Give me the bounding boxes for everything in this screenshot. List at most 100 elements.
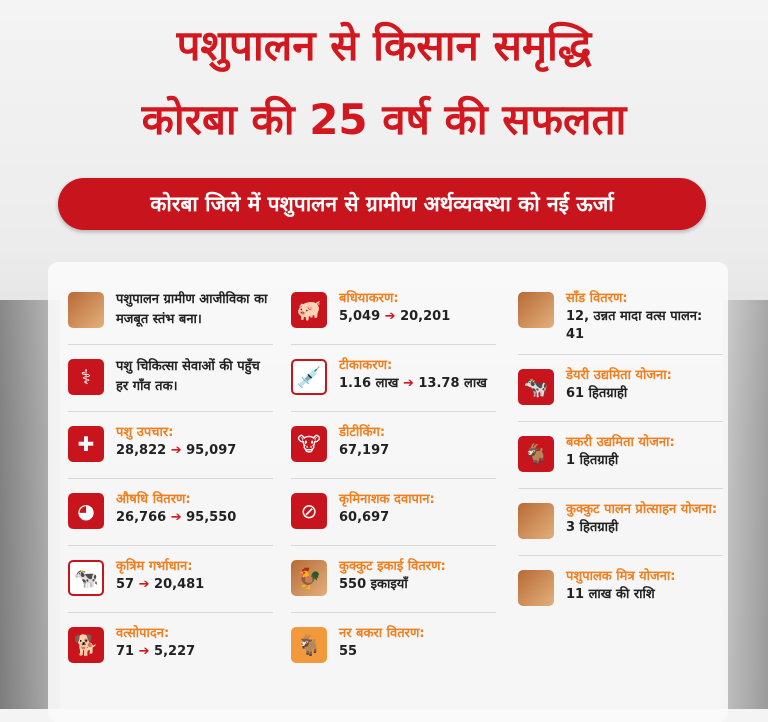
stat-body: कृमिनाशक दवापान: 60,697 <box>339 491 435 535</box>
stat-value: 60,697 <box>339 510 390 525</box>
stat-label: टीकाकरण: <box>339 358 393 373</box>
stat-label: डीटीकिंग: <box>339 425 386 440</box>
stat-description: पशु चिकित्सा सेवाओं की पहुँच हर गाँव तक। <box>116 359 260 394</box>
stat-value: 1.16 लाख ➔ 13.78 लाख <box>339 375 487 393</box>
stat-from: 28,822 <box>116 443 167 458</box>
arrow-right-icon: ➔ <box>166 510 187 525</box>
stat-label: नर बकरा वितरण: <box>339 626 425 641</box>
stat-body: पशुपालन ग्रामीण आजीविका का मजबूत स्तंभ ब… <box>116 290 273 334</box>
stat-label: डेयरी उद्यमिता योजना: <box>566 368 672 383</box>
vaccination-icon: 💉 <box>291 359 327 395</box>
poultry-farm-photo-icon <box>518 503 554 539</box>
stat-body: पशु उपचार: 28,822 ➔ 95,097 <box>116 424 236 468</box>
stat-value: 71 ➔ 5,227 <box>116 643 195 661</box>
stat-to: 95,097 <box>186 443 237 458</box>
arrow-right-icon: ➔ <box>166 443 187 458</box>
subtitle-banner: कोरबा जिले में पशुपालन से ग्रामीण अर्थव्… <box>58 178 706 230</box>
stat-label: पशुपालक मित्र योजना: <box>566 569 676 584</box>
bull-photo-icon <box>518 292 554 328</box>
deworming-tablets-icon: ⊘ <box>291 493 327 529</box>
stat-body: बकरी उद्यमिता योजना: 1 हितग्राही <box>566 434 675 478</box>
stat-label: बकरी उद्यमिता योजना: <box>566 435 675 450</box>
stat-to: 13.78 लाख <box>418 376 487 391</box>
stat-body: नर बकरा वितरण: 55 <box>339 625 425 669</box>
stat-to: 20,201 <box>400 309 451 324</box>
stat-value: 1 हितग्राही <box>566 453 619 468</box>
veterinarian-icon: ⚕ <box>68 359 104 395</box>
stat-item: साँड वितरण: 12, उन्नत मादा वत्स पालन: 41 <box>518 284 723 355</box>
stat-from: 1.16 लाख <box>339 376 399 391</box>
stat-from: 57 <box>116 577 135 592</box>
stat-body: कृत्रिम गर्भाधान: 57 ➔ 20,481 <box>116 558 204 602</box>
stat-value: 57 ➔ 20,481 <box>116 576 204 594</box>
stat-to: 5,227 <box>154 644 196 659</box>
stat-from: 71 <box>116 644 135 659</box>
stat-to: 20,481 <box>154 577 205 592</box>
column-2: 🐖 बधियाकरण: 5,049 ➔ 20,201 💉 टीकाकरण: 1.16 ला… <box>291 284 496 685</box>
stat-from: 26,766 <box>116 510 167 525</box>
column-1: पशुपालन ग्रामीण आजीविका का मजबूत स्तंभ ब… <box>68 284 273 685</box>
stat-label: वत्सोपादन: <box>116 626 170 641</box>
pig-icon: 🐖 <box>291 292 327 328</box>
stat-body: कुक्कुट इकाई वितरण: 550 इकाइयाँ <box>339 558 446 602</box>
stat-item: 🐄 कृत्रिम गर्भाधान: 57 ➔ 20,481 <box>68 552 273 613</box>
stat-value: 11 लाख की राशि <box>566 587 655 602</box>
stat-label: कृत्रिम गर्भाधान: <box>116 559 193 574</box>
stat-body: डेयरी उद्यमिता योजना: 61 हितग्राही <box>566 367 672 411</box>
stat-value: 55 <box>339 644 358 659</box>
stat-item: ⚕ पशु चिकित्सा सेवाओं की पहुँच हर गाँव तक… <box>68 351 273 412</box>
stat-label: कुक्कुट इकाई वितरण: <box>339 559 446 574</box>
stat-item: कुक्कुट पालन प्रोत्साहन योजना: 3 हितग्राह… <box>518 495 723 556</box>
rooster-photo-icon: 🐓 <box>291 560 327 596</box>
bull-head-icon: 🐮 <box>291 426 327 462</box>
stat-body: वत्सोपादन: 71 ➔ 5,227 <box>116 625 195 669</box>
stat-item: 🐐 नर बकरा वितरण: 55 <box>291 619 496 679</box>
stat-value: 12, उन्नत मादा वत्स पालन: 41 <box>566 309 703 342</box>
stat-body: औषधि वितरण: 26,766 ➔ 95,550 <box>116 491 236 535</box>
stat-label: औषधि वितरण: <box>116 492 191 507</box>
stats-card: पशुपालन ग्रामीण आजीविका का मजबूत स्तंभ ब… <box>48 262 728 722</box>
stat-item: 🐐 बकरी उद्यमिता योजना: 1 हितग्राही <box>518 428 723 489</box>
title-line-2: कोरबा की 25 वर्ष की सफलता <box>141 95 627 144</box>
calf-icon: 🐕 <box>68 627 104 663</box>
stat-value: 26,766 ➔ 95,550 <box>116 509 236 527</box>
stat-item: 💉 टीकाकरण: 1.16 लाख ➔ 13.78 लाख <box>291 351 496 412</box>
cow-icon: 🐄 <box>68 560 104 596</box>
stat-body: डीटीकिंग: 67,197 <box>339 424 389 468</box>
stat-value: 61 हितग्राही <box>566 386 628 401</box>
stat-item: 🐓 कुक्कुट इकाई वितरण: 550 इकाइयाँ <box>291 552 496 613</box>
stat-label: कृमिनाशक दवापान: <box>339 492 435 507</box>
stat-item: ✚ पशु उपचार: 28,822 ➔ 95,097 <box>68 418 273 479</box>
background-shed-image <box>723 300 768 709</box>
stat-label: साँड वितरण: <box>566 291 628 306</box>
stat-body: पशुपालक मित्र योजना: 11 लाख की राशि <box>566 568 675 612</box>
stat-value: 5,049 ➔ 20,201 <box>339 308 450 326</box>
stat-item: 🐖 बधियाकरण: 5,049 ➔ 20,201 <box>291 284 496 345</box>
cattle-photo-icon <box>68 292 104 328</box>
stat-body: कुक्कुट पालन प्रोत्साहन योजना: 3 हितग्राह… <box>566 501 717 545</box>
stat-item: 🐄 डेयरी उद्यमिता योजना: 61 हितग्राही <box>518 361 723 422</box>
stat-to: 95,550 <box>186 510 237 525</box>
stat-item: ⊘ कृमिनाशक दवापान: 60,697 <box>291 485 496 546</box>
stat-item: पशुपालक मित्र योजना: 11 लाख की राशि <box>518 562 723 622</box>
pills-icon: ◕ <box>68 493 104 529</box>
stat-value: 28,822 ➔ 95,097 <box>116 442 236 460</box>
stat-label: पशु उपचार: <box>116 425 174 440</box>
goat-photo-icon: 🐐 <box>291 627 327 663</box>
arrow-right-icon: ➔ <box>134 577 155 592</box>
stat-label: बधियाकरण: <box>339 291 399 306</box>
stat-body: पशु चिकित्सा सेवाओं की पहुँच हर गाँव तक। <box>116 357 273 401</box>
stat-item: 🐕 वत्सोपादन: 71 ➔ 5,227 <box>68 619 273 679</box>
arrow-right-icon: ➔ <box>134 644 155 659</box>
arrow-right-icon: ➔ <box>380 309 401 324</box>
stat-value: 67,197 <box>339 443 390 458</box>
column-3: साँड वितरण: 12, उन्नत मादा वत्स पालन: 41 🐄… <box>518 284 723 628</box>
farmer-photo-icon <box>518 570 554 606</box>
stat-value: 550 इकाइयाँ <box>339 577 408 592</box>
stat-item: ◕ औषधि वितरण: 26,766 ➔ 95,550 <box>68 485 273 546</box>
arrow-right-icon: ➔ <box>398 376 419 391</box>
dairy-cow-icon: 🐄 <box>518 369 554 405</box>
goat-icon: 🐐 <box>518 436 554 472</box>
stat-value: 3 हितग्राही <box>566 520 619 535</box>
stat-item: पशुपालन ग्रामीण आजीविका का मजबूत स्तंभ ब… <box>68 284 273 345</box>
